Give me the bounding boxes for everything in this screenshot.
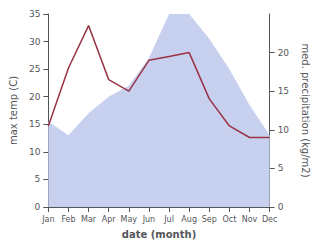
svg-text:Jun: Jun <box>142 215 156 224</box>
svg-text:10: 10 <box>29 147 41 157</box>
svg-text:Oct: Oct <box>222 215 236 224</box>
svg-text:Jan: Jan <box>41 215 54 224</box>
svg-text:max temp (C): max temp (C) <box>8 76 19 145</box>
svg-text:5: 5 <box>278 163 284 173</box>
svg-text:0: 0 <box>278 202 284 212</box>
svg-text:Dec: Dec <box>262 215 277 224</box>
svg-text:20: 20 <box>29 92 41 102</box>
svg-text:Feb: Feb <box>61 215 75 224</box>
svg-text:Apr: Apr <box>102 215 117 224</box>
svg-text:med. precipitation (kg/m2): med. precipitation (kg/m2) <box>300 43 311 177</box>
svg-text:Nov: Nov <box>242 215 258 224</box>
svg-text:Mar: Mar <box>81 215 97 224</box>
svg-text:20: 20 <box>278 48 290 58</box>
svg-text:15: 15 <box>29 119 40 129</box>
svg-text:Jul: Jul <box>163 215 174 224</box>
svg-text:10: 10 <box>278 125 290 135</box>
svg-text:25: 25 <box>29 64 40 74</box>
svg-text:35: 35 <box>29 9 40 19</box>
svg-text:15: 15 <box>278 86 289 96</box>
svg-text:May: May <box>121 215 138 224</box>
svg-text:0: 0 <box>35 202 41 212</box>
svg-text:Aug: Aug <box>181 215 197 224</box>
svg-text:30: 30 <box>29 37 41 47</box>
svg-text:Sep: Sep <box>202 215 217 224</box>
svg-text:5: 5 <box>35 174 41 184</box>
svg-text:date (month): date (month) <box>122 229 196 240</box>
